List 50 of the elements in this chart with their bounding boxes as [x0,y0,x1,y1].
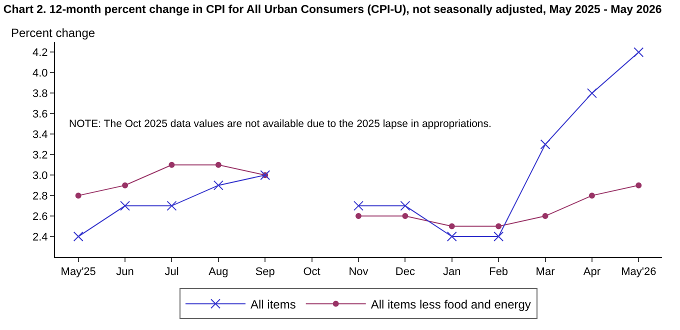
legend-label: All items [250,297,296,312]
annotation: NOTE: The Oct 2025 data values are not available due to the 2025 lapse in appropriations. [69,118,492,130]
x-tick-label: May'25 [60,266,96,278]
x-tick-label: Mar [536,266,556,278]
y-tick-label: 3.4 [32,128,48,141]
point [448,223,455,230]
x-tick-label: Jan [443,266,461,278]
x-tick-label: Oct [303,266,320,278]
point [400,200,410,211]
point [402,213,408,220]
point [494,232,504,242]
point [540,139,550,150]
y-tick-label: 3.0 [32,170,48,182]
x-tick-label: Aug [208,266,228,278]
x-tick-label: Feb [489,266,508,278]
y-tick-label: 4.0 [32,68,48,80]
point [168,162,175,168]
point [356,213,362,220]
point [213,180,224,190]
x-tick-label: May'26 [621,266,656,278]
x-tick-label: Nov [348,266,369,278]
point [73,232,84,242]
y-tick-label: 3.2 [32,149,48,162]
point [634,47,644,58]
y-tick-label: 3.6 [32,108,48,121]
point [586,88,597,98]
point [120,200,130,211]
x-tick-label: Apr [583,266,601,278]
x-tick-label: Dec [395,266,416,278]
point [215,162,222,168]
point [542,213,548,220]
legend-label: All items less food and energy [370,297,531,312]
point [496,223,502,230]
y-axis-title: Percent change [11,26,96,40]
x-tick-label: Sep [255,266,275,278]
point [636,182,642,188]
chart-title: Chart 2. 12-month percent change in CPI for All Urban Consumers (CPI-U), not seasonally adjusted, May 2025 - May 2026 [3,4,662,16]
y-tick-label: 2.6 [32,210,48,223]
y-tick-label: 2.4 [32,231,48,244]
point [122,182,128,188]
x-tick-label: Jul [164,266,179,278]
x-tick-label: Jun [116,266,134,278]
point [166,200,177,211]
point [446,232,457,242]
y-tick-label: 2.8 [32,190,48,202]
y-tick-label: 4.2 [32,47,48,60]
point [75,192,82,199]
point [354,200,364,211]
y-tick-label: 3.8 [32,88,48,100]
point [588,192,595,199]
